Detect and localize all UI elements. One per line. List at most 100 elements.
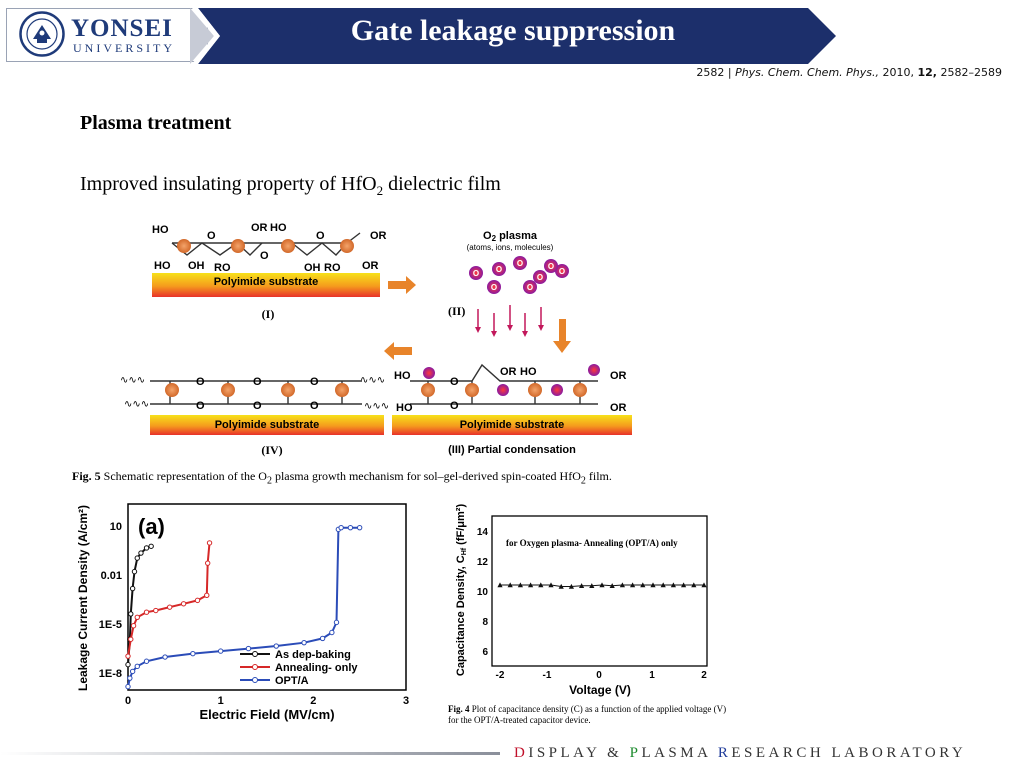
- data-point: [619, 582, 625, 588]
- data-point: [558, 583, 564, 589]
- legend-label: OPT/A: [275, 675, 309, 687]
- hf-atom: [421, 383, 435, 397]
- label-ho: HO: [270, 222, 287, 234]
- y-tick-labels: 10 0.01 1E-5 1E-8: [99, 521, 122, 680]
- data-point: [143, 545, 150, 551]
- lab-word-laboratory: LABORATORY: [831, 745, 967, 761]
- legend-label: Annealing- only: [275, 662, 358, 674]
- data-point: [204, 592, 210, 599]
- label-ho: HO: [152, 224, 169, 236]
- university-logo-box: YONSEI UNIVERSITY: [6, 8, 208, 62]
- cap-annotation: for Oxygen plasma- Annealing (OPT/A) onl…: [506, 538, 678, 548]
- footer-divider: [0, 752, 500, 755]
- data-point: [134, 663, 140, 670]
- step-4-label: (IV): [261, 443, 282, 457]
- data-point: [347, 524, 354, 531]
- label-o: O: [316, 230, 325, 242]
- data-point: [333, 619, 340, 626]
- title-banner: [190, 8, 836, 64]
- o-label: O: [559, 267, 565, 276]
- legend-marker: [252, 651, 258, 657]
- substrate-bar: [150, 415, 384, 435]
- data-point: [329, 629, 335, 636]
- substrate-bar: [152, 273, 380, 297]
- data-point: [579, 583, 585, 588]
- data-point: [128, 636, 134, 642]
- data-point: [245, 645, 252, 652]
- panel-3: HO HO O O OR HO OR OR Polyimide substrat…: [392, 363, 632, 456]
- label-ho: HO: [520, 366, 537, 378]
- data-point: [194, 597, 201, 604]
- fig5-text-b: plasma growth mechanism for sol–gel-deri…: [271, 469, 581, 483]
- data-point: [568, 583, 574, 589]
- lab-letter-r: R: [717, 745, 732, 761]
- step-1-label: (I): [262, 307, 275, 321]
- o-label: O: [450, 376, 459, 388]
- wave-right: ∿∿∿: [360, 375, 385, 386]
- fig5-caption: Fig. 5 Schematic representation of the O…: [72, 469, 612, 486]
- o-atom: [497, 384, 509, 396]
- hf-atom: [281, 383, 295, 397]
- data-point: [131, 568, 138, 575]
- data-point: [129, 668, 136, 675]
- x-tick-labels: -2 -1 0 1 2: [496, 670, 708, 681]
- y-tick-label: 0.01: [101, 570, 122, 582]
- hf-atom: [281, 239, 295, 253]
- label-ho: HO: [396, 402, 413, 414]
- citation-page: 2582: [696, 66, 725, 79]
- data-point: [130, 623, 137, 629]
- data-point: [670, 582, 676, 588]
- leakage-series-group: [125, 524, 363, 690]
- label-or: OR: [610, 402, 627, 414]
- substrate-label: Polyimide substrate: [215, 419, 320, 431]
- journal-citation: 2582 | Phys. Chem. Chem. Phys., 2010, 12…: [696, 66, 1002, 79]
- panel-1: HO HO OH O RO OR HO O OH O RO OR OR Poly…: [152, 222, 387, 321]
- wave-left: ∿∿∿: [120, 375, 145, 386]
- panel-4: ∿∿∿ ∿∿∿ ∿∿∿ ∿∿∿ O O O O O O Polyimide su…: [120, 375, 389, 457]
- fig5-text-a: Schematic representation of the O: [100, 469, 267, 483]
- x-axis-label: Voltage (V): [569, 683, 631, 697]
- plot-frame: [127, 503, 407, 691]
- data-point: [301, 639, 307, 646]
- hf-atom: [231, 239, 245, 253]
- plot-frame: [491, 515, 708, 667]
- oxygen-cluster: [469, 256, 569, 294]
- y-tick-label: 10: [110, 521, 122, 533]
- data-point: [681, 582, 687, 588]
- o-label: O: [491, 283, 497, 292]
- panel-label: (a): [138, 514, 165, 539]
- data-point: [507, 582, 513, 588]
- x-tick-label: 1: [649, 670, 655, 681]
- label-or: OR: [610, 370, 627, 382]
- data-point: [701, 582, 707, 588]
- university-seal-icon: [19, 11, 65, 57]
- statement-subscript: 2: [376, 183, 384, 198]
- oxygen-labels: O O O O O O O O: [473, 259, 565, 292]
- o-atom: [551, 384, 563, 396]
- data-point: [630, 582, 636, 588]
- slide-title: Gate leakage suppression: [350, 14, 676, 47]
- x-tick-label: -2: [496, 670, 505, 681]
- data-point: [204, 560, 211, 566]
- panel-2: O2 plasma (atoms, ions, molecules) O O O…: [448, 230, 569, 337]
- y-axis-label: Capacitance Density, CHf (fF/μm²): [455, 504, 468, 677]
- o-label: O: [473, 269, 479, 278]
- step-2-label: (II): [448, 304, 465, 318]
- y-tick-label: 10: [477, 587, 489, 598]
- fig5-sub-a: 2: [266, 475, 272, 487]
- data-point: [356, 524, 363, 531]
- lab-word-display: ISPLAY: [528, 745, 600, 761]
- o-label: O: [310, 376, 319, 388]
- o-label: O: [517, 259, 523, 268]
- hf-atom: [165, 383, 179, 397]
- o-label: O: [196, 400, 205, 412]
- plasma-title-suffix: plasma: [496, 230, 538, 242]
- y-tick-labels: 14 12 10 8 6: [477, 527, 489, 658]
- statement-suffix: dielectric film: [383, 173, 501, 195]
- data-point: [143, 658, 150, 664]
- o-label: O: [450, 400, 459, 412]
- lab-word-plasma: LASMA: [641, 745, 711, 761]
- data-point: [319, 635, 326, 642]
- wave-right: ∿∿∿: [364, 401, 389, 412]
